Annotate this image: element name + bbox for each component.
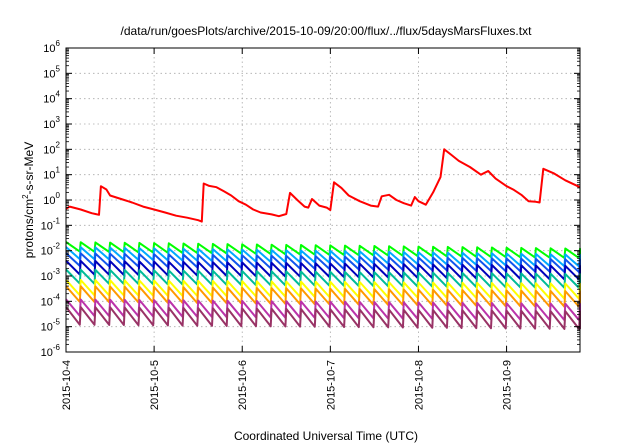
y-tick-exp: 3 [56,115,61,124]
y-tick-base: 10 [43,68,55,80]
y-tick-base: 10 [41,271,53,283]
y-tick-exp: 2 [56,140,61,149]
y-tick-exp: -3 [53,267,61,276]
y-tick-exp: -5 [53,318,61,327]
y-tick-label: 10-5 [41,318,61,334]
y-tick-exp: 6 [56,39,61,48]
y-tick-base: 10 [41,296,53,308]
y-axis-label-sup: 2 [21,194,30,199]
y-tick-base: 10 [43,94,55,106]
y-tick-exp: 5 [56,64,61,73]
chart-title: /data/run/goesPlots/archive/2015-10-09/2… [121,24,533,38]
x-tick-label: 2015-10-6 [237,360,249,410]
y-tick-label: 103 [43,115,60,131]
y-tick-label: 100 [43,191,60,207]
y-axis-label-rest: -s-sr-MeV [22,142,36,195]
grid [66,48,580,352]
x-axis-label: Coordinated Universal Time (UTC) [234,429,418,443]
y-tick-exp: -2 [53,242,61,251]
x-tick-label: 2015-10-8 [413,360,425,410]
y-tick-label: 10-2 [41,242,61,258]
x-tick-label: 2015-10-4 [61,360,73,410]
y-tick-label: 10-1 [41,216,61,232]
y-tick-label: 10-4 [41,292,61,308]
y-tick-label: 106 [43,39,60,55]
y-tick-label: 102 [43,140,60,156]
x-tick-label: 2015-10-7 [325,360,337,410]
y-tick-exp: 1 [56,166,61,175]
y-tick-label: 10-6 [41,343,61,359]
y-tick-exp: -1 [53,216,61,225]
y-tick-base: 10 [41,322,53,334]
y-tick-label: 105 [43,64,60,80]
series-line-1 [65,148,581,223]
y-tick-exp: 4 [56,90,61,99]
x-tick-label: 2015-10-5 [149,360,161,410]
y-tick-exp: -6 [53,343,61,352]
y-tick-base: 10 [43,119,55,131]
y-tick-exp: -4 [53,292,61,301]
y-tick-exp: 0 [56,191,61,200]
x-axis: 2015-10-4 2015-10-5 2015-10-6 2015-10-7 2015… [61,48,514,410]
y-tick-base: 10 [41,220,53,232]
y-tick-base: 10 [43,144,55,156]
series-layer [65,148,581,330]
y-tick-base: 10 [41,246,53,258]
y-tick-base: 10 [43,170,55,182]
y-tick-base: 10 [41,347,53,359]
series-line-10 [65,306,581,330]
x-tick-label: 2015-10-9 [502,360,514,410]
y-tick-base: 10 [43,43,55,55]
y-tick-label: 104 [43,90,60,106]
y-axis-label: protons/cm2-s-sr-MeV [21,142,36,258]
y-tick-base: 10 [43,195,55,207]
y-axis: 10-610-510-410-310-210-11001011021031041… [41,39,580,359]
y-axis-label-base: protons/cm [22,199,36,258]
y-tick-label: 10-3 [41,267,61,283]
y-tick-label: 101 [43,166,60,182]
